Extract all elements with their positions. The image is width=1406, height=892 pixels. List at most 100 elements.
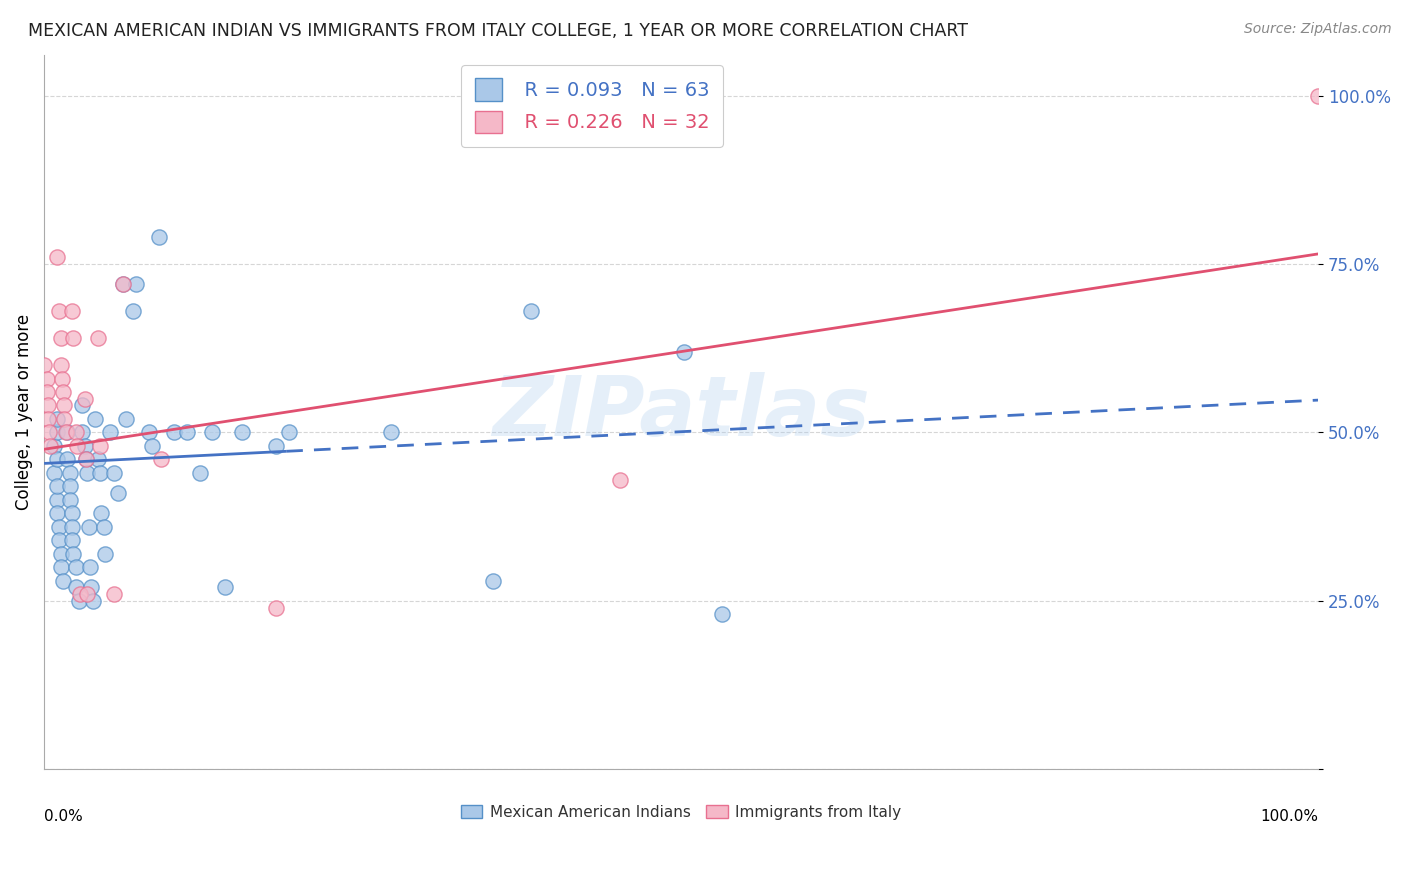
- Text: 100.0%: 100.0%: [1260, 808, 1319, 823]
- Point: [112, 277, 135, 292]
- Point: [176, 425, 198, 440]
- Point: [45, 250, 67, 264]
- Point: [82, 594, 104, 608]
- Point: [79, 560, 101, 574]
- Point: [93, 520, 115, 534]
- Point: [58, 479, 80, 493]
- Point: [264, 600, 287, 615]
- Point: [53, 412, 76, 426]
- Point: [89, 439, 111, 453]
- Point: [380, 425, 402, 440]
- Point: [44, 466, 66, 480]
- Point: [53, 399, 76, 413]
- Point: [609, 473, 631, 487]
- Point: [520, 304, 543, 318]
- Point: [60, 506, 83, 520]
- Point: [103, 466, 125, 480]
- Point: [148, 230, 170, 244]
- Point: [45, 492, 67, 507]
- Point: [35, 384, 58, 399]
- Text: MEXICAN AMERICAN INDIAN VS IMMIGRANTS FROM ITALY COLLEGE, 1 YEAR OR MORE CORRELA: MEXICAN AMERICAN INDIAN VS IMMIGRANTS FR…: [28, 22, 969, 40]
- Point: [163, 425, 186, 440]
- Point: [51, 371, 73, 385]
- Point: [56, 452, 79, 467]
- Point: [84, 412, 107, 426]
- Point: [48, 533, 70, 548]
- Point: [37, 399, 59, 413]
- Point: [73, 439, 96, 453]
- Point: [56, 425, 79, 440]
- Point: [45, 425, 67, 440]
- Point: [94, 547, 117, 561]
- Text: Source: ZipAtlas.com: Source: ZipAtlas.com: [1244, 22, 1392, 37]
- Point: [125, 277, 148, 292]
- Point: [58, 466, 80, 480]
- Point: [141, 439, 163, 453]
- Point: [75, 452, 97, 467]
- Point: [60, 533, 83, 548]
- Text: 0.0%: 0.0%: [44, 808, 83, 823]
- Point: [277, 425, 299, 440]
- Point: [38, 425, 60, 440]
- Point: [35, 371, 58, 385]
- Point: [65, 581, 87, 595]
- Point: [48, 520, 70, 534]
- Point: [55, 425, 77, 440]
- Point: [45, 452, 67, 467]
- Point: [69, 587, 91, 601]
- Point: [672, 344, 695, 359]
- Point: [114, 412, 136, 426]
- Point: [72, 425, 94, 440]
- Point: [60, 304, 83, 318]
- Y-axis label: College, 1 year or more: College, 1 year or more: [15, 314, 32, 510]
- Point: [80, 581, 103, 595]
- Point: [76, 587, 98, 601]
- Point: [122, 304, 145, 318]
- Point: [231, 425, 253, 440]
- Point: [62, 547, 84, 561]
- Point: [62, 331, 84, 345]
- Point: [44, 439, 66, 453]
- Point: [58, 492, 80, 507]
- Point: [49, 547, 72, 561]
- Point: [48, 304, 70, 318]
- Point: [49, 560, 72, 574]
- Point: [188, 466, 211, 480]
- Point: [67, 594, 90, 608]
- Point: [52, 384, 75, 399]
- Point: [103, 587, 125, 601]
- Point: [52, 574, 75, 588]
- Point: [264, 439, 287, 453]
- Text: ZIPatlas: ZIPatlas: [492, 372, 870, 453]
- Point: [65, 425, 87, 440]
- Point: [710, 607, 733, 622]
- Point: [86, 331, 108, 345]
- Legend: Mexican American Indians, Immigrants from Italy: Mexican American Indians, Immigrants fro…: [456, 798, 907, 826]
- Point: [138, 425, 160, 440]
- Point: [112, 277, 135, 292]
- Point: [214, 581, 236, 595]
- Point: [1308, 88, 1330, 103]
- Point: [45, 479, 67, 493]
- Point: [98, 425, 121, 440]
- Point: [66, 439, 89, 453]
- Point: [201, 425, 224, 440]
- Point: [65, 560, 87, 574]
- Point: [32, 358, 55, 372]
- Point: [37, 412, 59, 426]
- Point: [49, 331, 72, 345]
- Point: [73, 392, 96, 406]
- Point: [89, 466, 111, 480]
- Point: [481, 574, 503, 588]
- Point: [72, 399, 94, 413]
- Point: [90, 506, 112, 520]
- Point: [75, 452, 97, 467]
- Point: [60, 520, 83, 534]
- Point: [107, 486, 129, 500]
- Point: [76, 466, 98, 480]
- Point: [45, 412, 67, 426]
- Point: [45, 506, 67, 520]
- Point: [86, 452, 108, 467]
- Point: [49, 358, 72, 372]
- Point: [77, 520, 100, 534]
